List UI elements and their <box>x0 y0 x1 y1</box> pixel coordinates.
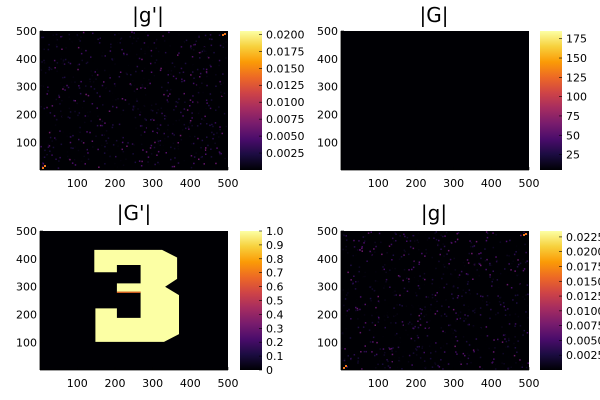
colorbar <box>240 31 262 170</box>
heatmap-area <box>40 31 228 170</box>
y-tick-label: 100 <box>16 136 37 149</box>
colorbar <box>240 231 262 370</box>
y-tick-label: 300 <box>317 281 338 294</box>
subplot-1: |g'| 100 200 300 400 500 100 200 300 400 500 0.0025… <box>16 3 305 190</box>
x-tick-label: 100 <box>67 177 88 190</box>
colorbar-tick-label: 0.6 <box>266 281 284 294</box>
heatmap-area <box>341 31 529 170</box>
x-tick-label: 100 <box>368 177 389 190</box>
y-tick-label: 400 <box>317 253 338 266</box>
subplot-title: |G| <box>420 3 449 27</box>
colorbar-tick-label: 0.2 <box>266 336 284 349</box>
colorbar-tick-label: 0.0200 <box>566 246 600 259</box>
colorbar-tick-label: 0.0125 <box>566 290 600 303</box>
subplot-2: |G| 100 200 300 400 500 100 200 300 400 500 25 50 75 1… <box>317 3 587 190</box>
colorbar-tick-label: 100 <box>566 91 587 104</box>
colorbar-tick-label: 0.0050 <box>266 130 305 143</box>
heatmap-area <box>341 231 529 370</box>
colorbar-tick-label: 0.0225 <box>566 231 600 244</box>
y-tick-label: 500 <box>16 25 37 38</box>
x-tick-label: 400 <box>481 177 502 190</box>
subplot-3: |G'|100 200 300 400 50010020030040050000.10.… <box>16 201 284 390</box>
colorbar-tick-label: 125 <box>566 71 587 84</box>
y-tick-label: 400 <box>16 253 37 266</box>
x-tick-label: 300 <box>142 377 163 390</box>
subplot-title: |g'| <box>132 3 164 27</box>
y-tick-label: 500 <box>317 25 338 38</box>
y-tick-label: 200 <box>317 309 338 322</box>
x-tick-label: 100 <box>67 377 88 390</box>
x-tick-label: 100 <box>368 377 389 390</box>
x-tick-label: 400 <box>481 377 502 390</box>
colorbar-tick-label: 0 <box>266 364 273 377</box>
colorbar-tick-label: 1.0 <box>266 225 284 238</box>
colorbar-tick-label: 0.4 <box>266 308 284 321</box>
y-tick-label: 100 <box>317 336 338 349</box>
colorbar-tick-label: 0.7 <box>266 267 284 280</box>
colorbar-tick-label: 175 <box>566 33 587 46</box>
digit-shape <box>94 249 179 342</box>
x-tick-label: 300 <box>443 377 464 390</box>
colorbar-tick-label: 0.0025 <box>566 349 600 362</box>
colorbar-tick-label: 0.0075 <box>266 113 305 126</box>
colorbar-tick-label: 0.0025 <box>266 147 305 160</box>
x-tick-label: 500 <box>218 377 239 390</box>
colorbar-tick-label: 0.0125 <box>266 79 305 92</box>
x-tick-label: 200 <box>405 377 426 390</box>
x-tick-label: 200 <box>104 177 125 190</box>
y-tick-label: 500 <box>16 225 37 238</box>
x-tick-label: 500 <box>519 177 540 190</box>
colorbar-tick-label: 0.0150 <box>566 275 600 288</box>
x-tick-label: 400 <box>180 177 201 190</box>
colorbar-tick-label: 0.0200 <box>266 28 305 41</box>
y-tick-label: 500 <box>317 225 338 238</box>
y-tick-label: 400 <box>16 53 37 66</box>
colorbar-tick-label: 0.0050 <box>566 334 600 347</box>
x-tick-label: 300 <box>142 177 163 190</box>
colorbar-tick-label: 0.9 <box>266 239 284 252</box>
x-tick-label: 400 <box>180 377 201 390</box>
colorbar-tick-label: 75 <box>566 110 580 123</box>
y-tick-label: 200 <box>317 109 338 122</box>
y-tick-label: 400 <box>317 53 338 66</box>
colorbar-tick-label: 0.8 <box>266 253 284 266</box>
colorbar-tick-label: 0.3 <box>266 322 284 335</box>
y-tick-label: 300 <box>16 81 37 94</box>
y-tick-label: 200 <box>16 309 37 322</box>
x-tick-label: 500 <box>218 177 239 190</box>
colorbar-tick-label: 0.1 <box>266 350 284 363</box>
colorbar-tick-label: 150 <box>566 52 587 65</box>
y-tick-label: 200 <box>16 109 37 122</box>
colorbar <box>540 31 562 170</box>
subplot-4: |g| 100 200 300 400 500 100 200 300 400 500 0.0025 0… <box>317 201 600 390</box>
subplot-title: |g| <box>421 201 447 225</box>
colorbar-tick-label: 0.0100 <box>566 305 600 318</box>
colorbar-tick-label: 0.0175 <box>266 45 305 58</box>
y-tick-label: 100 <box>16 336 37 349</box>
x-tick-label: 200 <box>405 177 426 190</box>
colorbar-tick-label: 0.0175 <box>566 260 600 273</box>
colorbar-tick-label: 0.0100 <box>266 96 305 109</box>
colorbar-tick-label: 0.0075 <box>566 320 600 333</box>
colorbar-tick-label: 50 <box>566 129 580 142</box>
heatmap-cells <box>341 231 529 370</box>
x-tick-label: 200 <box>104 377 125 390</box>
y-tick-label: 300 <box>16 281 37 294</box>
x-tick-label: 500 <box>519 377 540 390</box>
y-tick-label: 100 <box>317 136 338 149</box>
colorbar <box>540 231 562 370</box>
heatmap-cells <box>40 31 228 170</box>
y-tick-label: 300 <box>317 81 338 94</box>
x-tick-label: 300 <box>443 177 464 190</box>
subplot-title: |G'| <box>117 201 151 225</box>
colorbar-tick-label: 25 <box>566 149 580 162</box>
colorbar-tick-label: 0.5 <box>266 295 284 308</box>
colorbar-tick-label: 0.0150 <box>266 62 305 75</box>
